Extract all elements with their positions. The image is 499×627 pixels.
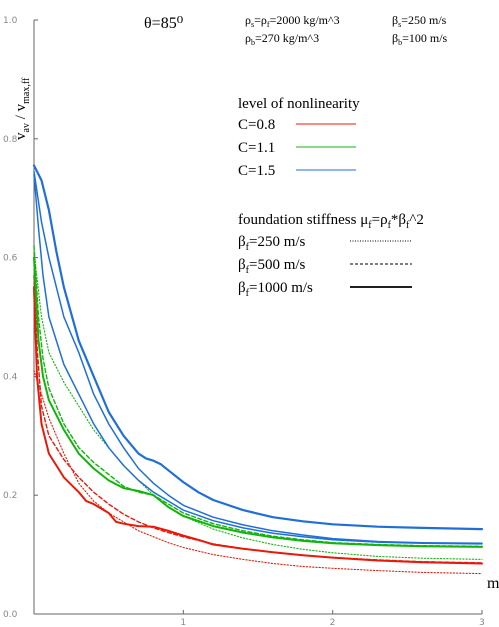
legend-entry-c15: C=1.5 <box>238 163 275 179</box>
chart-title: θ=85⁰ <box>144 15 183 32</box>
legend-stiffness: foundation stiffness μf=ρf*βf^2 βf=250 m… <box>238 212 424 299</box>
y-label-main-sub: av <box>21 123 32 132</box>
legend-entry-c11: C=1.1 <box>238 140 275 156</box>
x-tick-label: 1 <box>180 618 186 627</box>
x-tick-label: 3 <box>479 618 485 627</box>
y-label-den-sub: max,ff <box>21 77 32 104</box>
y-label-main: v <box>13 132 29 140</box>
series-group <box>32 164 484 575</box>
legend-stiffness-title: foundation stiffness μf=ρf*βf^2 <box>238 212 424 231</box>
y-axis-label: vav / vmax,ff <box>13 77 32 140</box>
x-tick-label: 2 <box>330 618 336 627</box>
y-tick-label: 0.6 <box>3 254 18 264</box>
series-line-7 <box>33 170 483 545</box>
series-line-6 <box>33 173 483 545</box>
legend-entry-beta-1000: βf=1000 m/s <box>238 280 313 299</box>
y-tick-label: 1.0 <box>3 16 18 26</box>
axes: 0.0 0.2 0.4 0.6 0.8 1.0 1 2 3 <box>3 16 485 627</box>
legend-nonlinearity-title: level of nonlinearity <box>238 96 360 112</box>
y-tick-label: 0.4 <box>3 372 18 382</box>
param-rho-s: ρs=ρf=2000 kg/m^3 <box>245 13 340 29</box>
y-tick-label: 0.2 <box>3 491 17 501</box>
legend-entry-beta-250: βf=250 m/s <box>238 234 306 253</box>
y-tick-label: 0.0 <box>3 610 18 620</box>
legend-entry-c08: C=0.8 <box>238 117 275 133</box>
series-line-5 <box>33 256 483 548</box>
y-label-sep: / v <box>13 103 29 123</box>
param-beta-b: βb=100 m/s <box>392 31 448 47</box>
legend-entry-beta-500: βf=500 m/s <box>238 257 306 276</box>
series-line-0 <box>33 369 483 575</box>
series-line-2 <box>33 286 483 565</box>
y-tick-label: 0.8 <box>3 135 18 145</box>
param-beta-s: βs=250 m/s <box>392 13 447 29</box>
legend-nonlinearity: level of nonlinearity C=0.8 C=1.1 C=1.5 <box>238 96 360 179</box>
series-line-8 <box>32 164 484 531</box>
param-rho-b: ρb=270 kg/m^3 <box>245 31 319 47</box>
x-axis-label: m <box>487 575 499 592</box>
